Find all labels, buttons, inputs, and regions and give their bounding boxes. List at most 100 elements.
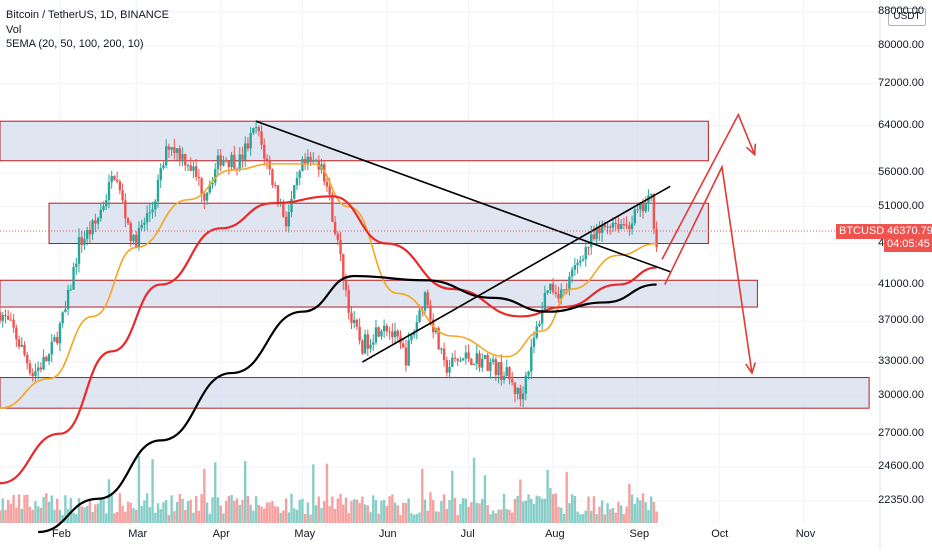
candle-body bbox=[369, 344, 372, 349]
candle-body bbox=[339, 239, 342, 255]
candle-body bbox=[282, 202, 285, 217]
ema-50-line bbox=[0, 195, 657, 485]
candle-body bbox=[72, 266, 75, 290]
volume-bar bbox=[91, 512, 94, 523]
volume-bar bbox=[600, 500, 604, 523]
volume-bar bbox=[644, 502, 647, 523]
candle-body bbox=[543, 292, 547, 310]
volume-bar bbox=[31, 509, 34, 523]
volume-bar bbox=[303, 513, 307, 523]
support-resistance-zone bbox=[0, 377, 870, 409]
volume-indicator-label[interactable]: Vol bbox=[6, 23, 22, 36]
volume-bar bbox=[639, 500, 642, 523]
volume-bar bbox=[350, 501, 353, 523]
volume-bar bbox=[445, 508, 449, 523]
candle-body bbox=[617, 223, 620, 230]
candle-body bbox=[358, 326, 361, 341]
volume-bar bbox=[603, 514, 607, 523]
candle-body bbox=[560, 289, 563, 299]
volume-bar bbox=[568, 503, 571, 523]
candle-body bbox=[312, 160, 315, 163]
volume-bar bbox=[254, 496, 258, 523]
candle-body bbox=[323, 164, 326, 182]
currency-button[interactable]: USDT bbox=[888, 8, 926, 26]
candle-body bbox=[205, 192, 209, 201]
candle-body bbox=[622, 224, 626, 226]
volume-bar bbox=[573, 495, 577, 523]
volume-bar bbox=[347, 513, 350, 523]
candle-body bbox=[175, 148, 179, 154]
candle-body bbox=[252, 128, 255, 134]
candle-body bbox=[295, 177, 299, 186]
volume-bars bbox=[0, 456, 658, 523]
volume-bar bbox=[287, 512, 290, 523]
candle-body bbox=[219, 155, 222, 166]
candle-body bbox=[595, 227, 598, 239]
volume-bar bbox=[647, 510, 650, 523]
volume-bar bbox=[107, 479, 111, 523]
candle-body bbox=[107, 182, 111, 201]
candle-body bbox=[39, 367, 43, 370]
symbol-title[interactable]: Bitcoin / TetherUS, 1D, BINANCE bbox=[6, 9, 170, 21]
volume-bar bbox=[581, 514, 585, 523]
volume-bar bbox=[189, 499, 192, 523]
time-tick-label: Sep bbox=[629, 528, 650, 540]
candle-body bbox=[554, 292, 557, 294]
candle-body bbox=[284, 216, 288, 227]
volume-bar bbox=[26, 494, 29, 523]
volume-bar bbox=[344, 497, 348, 523]
candle-body bbox=[12, 319, 15, 328]
candle-body bbox=[45, 356, 48, 362]
candle-body bbox=[521, 393, 525, 400]
candle-body bbox=[167, 146, 171, 150]
volume-bar bbox=[565, 472, 568, 523]
volume-bar bbox=[595, 514, 598, 523]
candle-body bbox=[178, 148, 182, 160]
candle-body bbox=[197, 176, 201, 179]
volume-bar bbox=[295, 509, 299, 523]
candle-body bbox=[380, 331, 383, 337]
volume-bar bbox=[42, 496, 45, 523]
volume-bar bbox=[554, 493, 557, 523]
candle-body bbox=[546, 290, 549, 293]
candle-body bbox=[440, 348, 443, 350]
volume-bar bbox=[655, 511, 658, 523]
volume-bar bbox=[102, 499, 105, 523]
candle-body bbox=[53, 337, 56, 342]
volume-bar bbox=[20, 508, 23, 523]
volume-bar bbox=[301, 498, 304, 523]
time-tick-label: Jun bbox=[378, 528, 397, 540]
candle-body bbox=[527, 371, 530, 376]
candle-body bbox=[115, 179, 119, 182]
volume-bar bbox=[53, 509, 56, 523]
ema-20-line bbox=[0, 163, 657, 409]
candle-body bbox=[173, 147, 176, 154]
candle-body bbox=[58, 323, 62, 344]
volume-bar bbox=[366, 505, 370, 523]
candle-body bbox=[192, 166, 195, 171]
candle-body bbox=[238, 154, 241, 169]
arrowhead-icon bbox=[745, 362, 757, 375]
volume-bar bbox=[532, 503, 536, 523]
volume-bar bbox=[0, 510, 2, 523]
volume-bar bbox=[510, 512, 514, 523]
candle-body bbox=[156, 180, 160, 202]
volume-bar bbox=[437, 511, 440, 523]
volume-bar bbox=[374, 500, 378, 523]
volume-bar bbox=[143, 500, 146, 523]
volume-bar bbox=[156, 503, 160, 523]
candle-body bbox=[619, 224, 623, 230]
candle-body bbox=[459, 360, 462, 362]
candle-body bbox=[26, 354, 29, 364]
ema-indicator-label[interactable]: 5EMA (20, 50, 100, 200, 10) bbox=[6, 38, 144, 50]
candle-body bbox=[216, 155, 220, 170]
volume-bar bbox=[410, 513, 413, 523]
volume-bar bbox=[325, 463, 329, 523]
volume-bar bbox=[208, 513, 211, 523]
candle-body bbox=[186, 165, 190, 167]
price-tick-label: 22350.00 bbox=[878, 494, 924, 507]
candle-body bbox=[442, 348, 446, 361]
volume-bar bbox=[543, 498, 547, 523]
